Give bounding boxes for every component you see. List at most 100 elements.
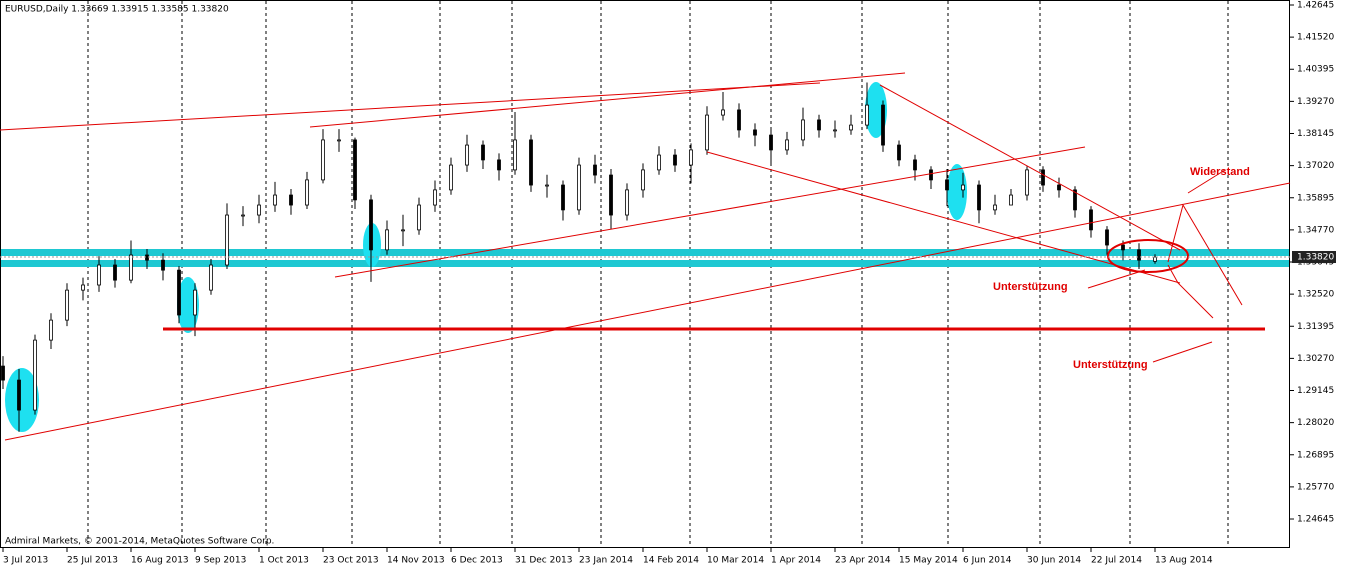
support-zone <box>1 249 1289 267</box>
y-tick-label: 1.39270 <box>1297 97 1334 107</box>
price-marker-label: 1.33820 <box>1297 253 1334 263</box>
candles <box>1 82 1157 432</box>
y-tick-label: 1.38145 <box>1297 129 1334 139</box>
candle-body <box>817 119 821 131</box>
candle-body <box>1153 256 1157 262</box>
candle-body <box>1041 169 1045 186</box>
candle-body <box>113 264 117 281</box>
candle-body <box>97 264 101 286</box>
x-tick-label: 22 Jul 2014 <box>1091 556 1142 566</box>
x-tick-label: 23 Apr 2014 <box>835 556 891 566</box>
candle-body <box>161 259 165 271</box>
candle-body <box>961 184 965 191</box>
candle-body <box>1137 249 1141 261</box>
candle-body <box>1089 209 1093 231</box>
candle-body <box>753 129 757 136</box>
candle-body <box>529 139 533 186</box>
candle-body <box>769 134 773 151</box>
candle-body <box>241 214 245 217</box>
candle-body <box>1121 244 1125 251</box>
candle-body <box>593 164 597 176</box>
candle-body <box>369 199 373 251</box>
candle-body <box>689 149 693 166</box>
candle-body <box>449 164 453 191</box>
candle-body <box>417 204 421 231</box>
candle-body <box>977 184 981 211</box>
candle-body <box>385 229 389 251</box>
price-marker <box>1292 251 1336 264</box>
x-tick-label: 16 Aug 2013 <box>131 556 189 566</box>
y-tick-label: 1.24645 <box>1297 515 1334 525</box>
candle-body <box>1 365 5 381</box>
candle-body <box>1073 189 1077 211</box>
candle-body <box>577 164 581 211</box>
annotation: Unterstützung <box>993 281 1068 293</box>
candle-body <box>305 179 309 206</box>
x-tick-label: 6 Jun 2014 <box>963 556 1012 566</box>
candle-body <box>497 159 501 171</box>
copyright: Admiral Markets, © 2001-2014, MetaQuotes… <box>5 537 274 547</box>
candle-body <box>945 179 949 191</box>
candle-body <box>1105 229 1109 246</box>
candle-body <box>913 159 917 171</box>
x-tick-label: 6 Dec 2013 <box>451 556 503 566</box>
candle-body <box>705 114 709 151</box>
x-tick-label: 9 Sep 2013 <box>195 556 246 566</box>
x-tick-label: 13 Aug 2014 <box>1155 556 1213 566</box>
candle-body <box>225 214 229 266</box>
candle-body <box>865 104 869 126</box>
candle-body <box>1057 184 1061 191</box>
y-tick-label: 1.26895 <box>1297 450 1334 460</box>
y-tick-label: 1.41520 <box>1297 33 1334 43</box>
candle-body <box>785 139 789 151</box>
candle-body <box>625 189 629 216</box>
x-tick-label: 30 Jun 2014 <box>1027 556 1081 566</box>
candle-body <box>673 154 677 166</box>
candle-body <box>129 254 133 281</box>
candle-body <box>609 174 613 216</box>
candle-body <box>481 144 485 161</box>
candle-body <box>881 104 885 146</box>
x-tick-label: 1 Oct 2013 <box>259 556 309 566</box>
annotation: Widerstand <box>1190 166 1250 178</box>
candle-body <box>81 284 85 291</box>
candle-body <box>65 289 69 321</box>
y-tick-label: 1.30270 <box>1297 354 1334 364</box>
candle-body <box>17 379 21 411</box>
candle-body <box>257 204 261 216</box>
y-tick-label: 1.34770 <box>1297 225 1334 235</box>
x-tick-label: 25 Jul 2013 <box>67 556 118 566</box>
candle-body <box>721 109 725 116</box>
x-tick-label: 10 Mar 2014 <box>707 556 764 566</box>
highlight-ellipses <box>5 82 967 432</box>
candle-body <box>993 204 997 211</box>
candle-body <box>465 144 469 166</box>
x-tick-label: 14 Feb 2014 <box>643 556 699 566</box>
x-tick-label: 1 Apr 2014 <box>771 556 821 566</box>
y-tick-label: 1.35895 <box>1297 193 1334 203</box>
x-tick-label: 14 Nov 2013 <box>387 556 445 566</box>
x-tick-label: 23 Jan 2014 <box>579 556 633 566</box>
annotation: Unterstützung <box>1073 359 1148 371</box>
plot-frame <box>0 0 1290 548</box>
y-tick-label: 1.42645 <box>1297 0 1334 10</box>
candle-body <box>49 319 53 341</box>
candle-body <box>561 184 565 211</box>
candle-body <box>289 194 293 206</box>
y-tick-label: 1.29145 <box>1297 386 1334 396</box>
candle-body <box>737 109 741 131</box>
candle-body <box>849 124 853 131</box>
candle-body <box>1009 194 1013 206</box>
x-tick-label: 15 May 2014 <box>899 556 958 566</box>
candle-body <box>401 229 405 232</box>
y-tick-label: 1.40395 <box>1297 65 1334 75</box>
candle-body <box>273 194 277 206</box>
candle-body <box>193 289 197 316</box>
candle-body <box>177 269 181 316</box>
x-tick-label: 3 Jul 2013 <box>3 556 48 566</box>
candle-body <box>657 154 661 171</box>
candle-body <box>145 254 149 261</box>
candle-body <box>433 189 437 206</box>
candle-body <box>897 144 901 161</box>
x-tick-label: 23 Oct 2013 <box>323 556 379 566</box>
